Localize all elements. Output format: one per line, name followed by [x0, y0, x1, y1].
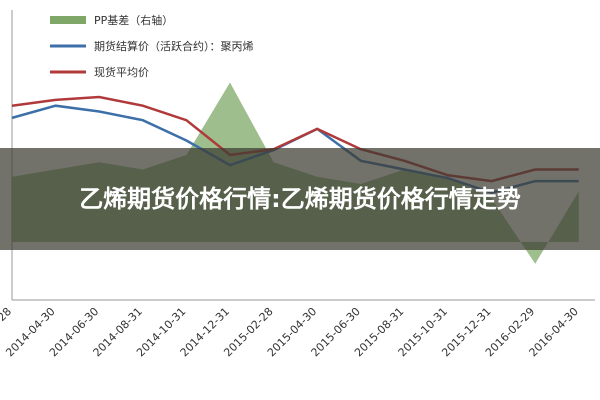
legend-swatch: [50, 16, 86, 24]
overlay-banner: 乙烯期货价格行情:乙烯期货价格行情走势: [0, 148, 600, 250]
legend-label: 期货结算价（活跃合约）：聚丙烯: [94, 39, 254, 53]
overlay-title: 乙烯期货价格行情:乙烯期货价格行情走势: [79, 185, 521, 213]
legend-label: 现货平均价: [94, 65, 149, 79]
legend-label: PP基差（右轴）: [94, 13, 173, 27]
